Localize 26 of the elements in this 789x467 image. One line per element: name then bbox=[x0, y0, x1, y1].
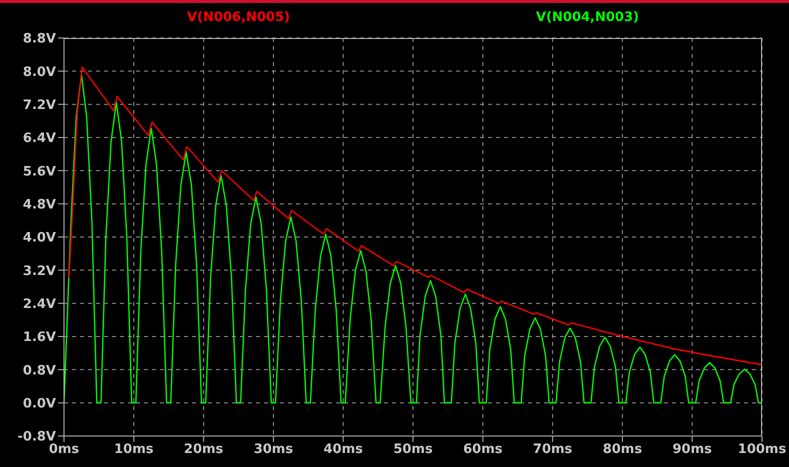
y-tick-label: 8.0V bbox=[22, 64, 56, 80]
y-tick-label: 0.8V bbox=[22, 363, 56, 378]
text: V(N004,N003) bbox=[536, 10, 639, 25]
x-tick-label: 80ms bbox=[602, 442, 642, 458]
y-tick-label: 0.0V bbox=[22, 396, 56, 412]
x-tick-label: 40ms bbox=[324, 442, 364, 458]
x-tick-label: 100ms bbox=[738, 442, 786, 458]
y-tick-label: 1.6V bbox=[22, 330, 56, 346]
x-tick-label: 50ms bbox=[393, 442, 433, 458]
text: V(N006,N005) bbox=[187, 10, 290, 25]
x-tick-label: 10ms bbox=[114, 442, 154, 458]
x-tick-label: 20ms bbox=[184, 442, 224, 458]
x-tick-label: 30ms bbox=[254, 442, 294, 458]
y-tick-label: 7.2V bbox=[22, 98, 56, 113]
y-tick-label: 5.6V bbox=[22, 164, 56, 180]
y-tick-label: 4.8V bbox=[22, 197, 56, 212]
y-tick-label: 3.2V bbox=[22, 264, 56, 279]
x-tick-label: 70ms bbox=[532, 442, 573, 458]
x-tick-label: 90ms bbox=[672, 442, 712, 458]
y-tick-label: 6.4V bbox=[22, 131, 56, 146]
x-tick-label: 60ms bbox=[463, 442, 503, 458]
y-tick-label: -0.8V bbox=[18, 430, 56, 445]
y-tick-label: 2.4V bbox=[22, 296, 56, 312]
x-tick-label: 0ms bbox=[48, 442, 80, 458]
y-tick-label: 4.0V bbox=[22, 230, 56, 246]
y-tick-label: 8.8V bbox=[22, 32, 56, 47]
